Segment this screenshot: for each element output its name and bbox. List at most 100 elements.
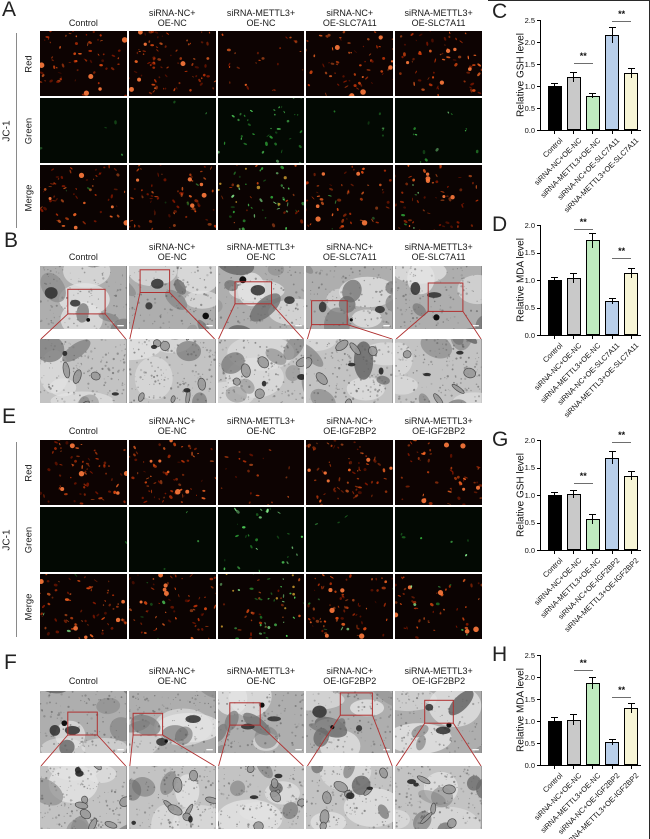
condition-label-line: siRNA-METTL3+	[226, 415, 296, 426]
condition-label-line: OE-NC	[157, 252, 187, 263]
bar	[566, 719, 581, 765]
y-tick-mark	[537, 765, 540, 766]
error-bar-cap	[589, 93, 597, 95]
error-bar-cap	[551, 82, 558, 84]
x-tick-mark	[611, 551, 613, 554]
micrograph-merge	[306, 574, 394, 639]
panel-letter: G	[492, 428, 509, 451]
y-tick-label: 0.5	[524, 303, 535, 312]
condition-label-line: Control	[68, 426, 98, 437]
y-tick-label: 1.5	[524, 248, 535, 257]
y-tick-label: 2.0	[524, 220, 535, 230]
fluor-micrograph-svg	[128, 574, 216, 639]
bar	[547, 721, 562, 765]
bar	[585, 682, 600, 765]
panel-letter: C	[492, 0, 508, 23]
fluor-micrograph-svg	[217, 98, 305, 163]
condition-label: siRNA-NC+ OE-NC	[129, 662, 216, 687]
y-tick-mark	[537, 467, 540, 469]
micrograph-red	[217, 31, 305, 96]
y-tick-label: 2.0	[524, 672, 535, 682]
fluor-micrograph-svg	[217, 165, 305, 230]
condition-label: Control	[40, 412, 127, 437]
error-bar-cap	[627, 68, 635, 70]
condition-label: siRNA-METTL3+ OE-SLC7A11	[395, 238, 482, 263]
error-bar-line	[592, 513, 594, 524]
condition-label-line: OE-SLC7A11	[411, 252, 466, 263]
em-micrograph-svg	[306, 766, 394, 829]
micrograph-merge	[40, 165, 127, 230]
condition-label: siRNA-METTL3+ OE-NC	[218, 4, 305, 29]
significance-label: **	[579, 51, 587, 62]
condition-headers: Control siRNA-NC+ OE-NC siRNA-METTL3+ OE-NC s…	[40, 662, 482, 687]
y-tick-mark	[537, 64, 540, 65]
significance-line	[612, 258, 632, 259]
fluor-micrograph-svg	[306, 31, 394, 96]
fluor-micrograph-svg	[306, 440, 394, 505]
significance-label: **	[618, 684, 626, 695]
significance-label: **	[579, 216, 587, 227]
tem-zoom-grid	[40, 339, 482, 403]
micrograph-merge	[128, 574, 216, 639]
tem-zoom-micrograph	[40, 766, 127, 829]
micrograph-green	[128, 507, 216, 572]
condition-label-line: OE-NC	[246, 676, 276, 687]
significance-line	[573, 228, 593, 230]
error-bar-cap	[551, 716, 558, 718]
condition-label-line: siRNA-METTL3+	[226, 241, 296, 252]
x-tick-mark	[630, 551, 632, 554]
condition-label-line: OE-SLC7A11	[411, 18, 466, 29]
plot-area	[540, 225, 641, 336]
y-tick-label: 1.0	[524, 275, 535, 285]
error-bar-cap	[608, 738, 616, 740]
condition-label-line: siRNA-NC+	[148, 241, 196, 252]
condition-label-line: siRNA-NC+	[326, 7, 374, 18]
fluor-micrograph-svg	[306, 165, 394, 230]
micrograph-green	[306, 98, 394, 163]
micrograph-red	[40, 31, 127, 96]
condition-label-line: OE-IGF2BP2	[412, 676, 466, 687]
significance-line	[573, 669, 593, 671]
condition-label: siRNA-METTL3+ OE-NC	[218, 412, 305, 437]
y-tick-mark	[537, 721, 540, 722]
y-tick-label: 2.0	[524, 37, 535, 47]
fluor-micrograph-svg	[306, 98, 394, 163]
bar	[624, 707, 639, 765]
error-bar-line	[592, 93, 594, 98]
jc1-image-grid	[40, 440, 482, 639]
x-tick-mark	[573, 551, 575, 554]
y-tick-mark	[537, 20, 540, 21]
x-tick-mark	[611, 131, 613, 134]
error-bar-line	[611, 738, 613, 745]
condition-label-line: siRNA-NC+	[148, 665, 196, 676]
condition-label: siRNA-NC+ OE-NC	[129, 238, 216, 263]
error-bar-line	[611, 298, 613, 304]
micrograph-red	[306, 440, 394, 505]
micrograph-green	[395, 507, 482, 572]
panel-letter: H	[492, 643, 508, 666]
condition-label-line: siRNA-METTL3+	[404, 665, 473, 676]
condition-label: Control	[40, 238, 127, 263]
fluor-micrograph-svg	[306, 507, 394, 572]
y-tick-label: 1.5	[524, 463, 535, 472]
y-tick-mark	[537, 130, 540, 131]
micrograph-green	[395, 98, 482, 163]
x-tick-mark	[592, 336, 594, 339]
error-bar-line	[573, 713, 575, 726]
condition-headers: Control siRNA-NC+ OE-NC siRNA-METTL3+ OE-NC s…	[40, 238, 482, 263]
y-tick-mark	[537, 550, 540, 551]
y-tick-label: 0.0	[524, 545, 535, 555]
x-tick-mark	[554, 131, 555, 134]
condition-label-line: OE-NC	[246, 252, 276, 263]
error-bar-line	[573, 273, 575, 284]
y-tick-mark	[537, 335, 540, 336]
significance-line	[612, 21, 632, 23]
condition-label-line: siRNA-NC+	[148, 415, 196, 426]
significance-label: **	[579, 657, 587, 668]
y-tick-label: 0.5	[524, 518, 535, 527]
